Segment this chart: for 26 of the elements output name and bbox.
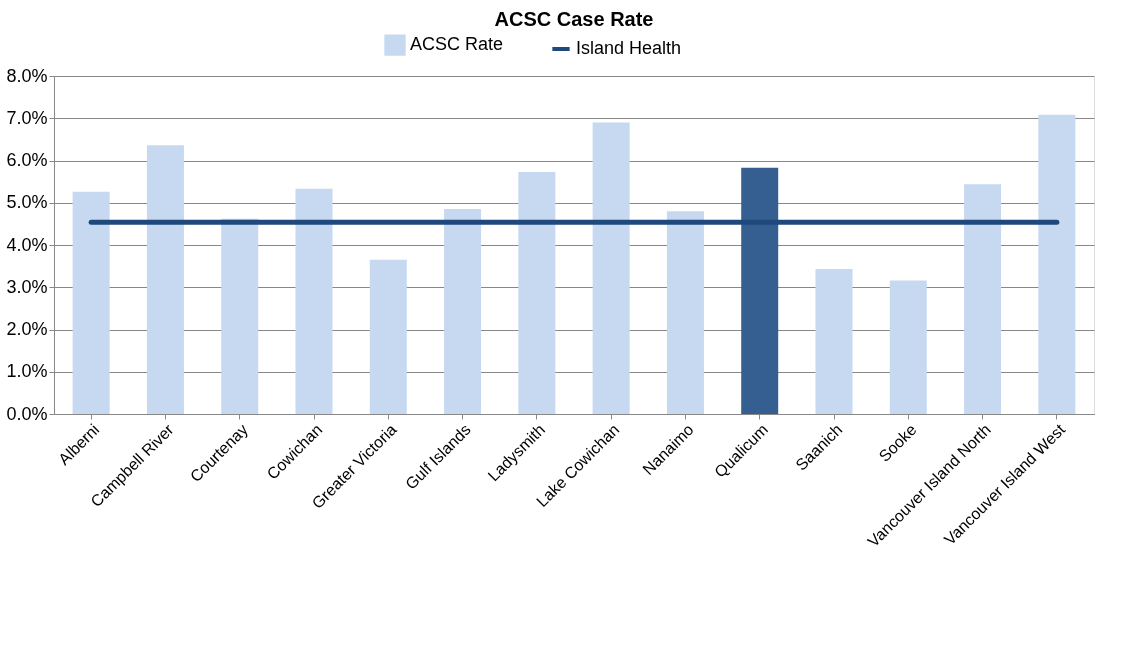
bar [666,211,704,414]
y-tick-label: 2.0% [6,319,48,339]
bar [72,191,110,414]
y-tick-label: 3.0% [6,276,48,297]
bar [221,218,259,414]
bar [964,184,1002,414]
y-tick-label: 4.0% [6,234,48,255]
bar [592,122,630,414]
chart-title: ACSC Case Rate [494,8,654,30]
y-tick-label: 6.0% [6,150,48,170]
y-tick-label: 8.0% [6,65,48,86]
bar [295,188,333,414]
legend-label: ACSC Rate [410,34,504,55]
bar [146,145,184,414]
bar [889,280,927,414]
bar [1038,114,1076,414]
y-tick-label: 7.0% [6,107,48,128]
bar [741,167,779,414]
y-tick-label: 5.0% [6,192,48,213]
y-tick-label: 1.0% [6,361,48,382]
bar [518,171,556,414]
bar [444,209,482,414]
bar [369,259,407,414]
bar [815,269,853,414]
y-tick-label: 0.0% [6,403,48,424]
legend-label: Island Health [576,38,682,58]
